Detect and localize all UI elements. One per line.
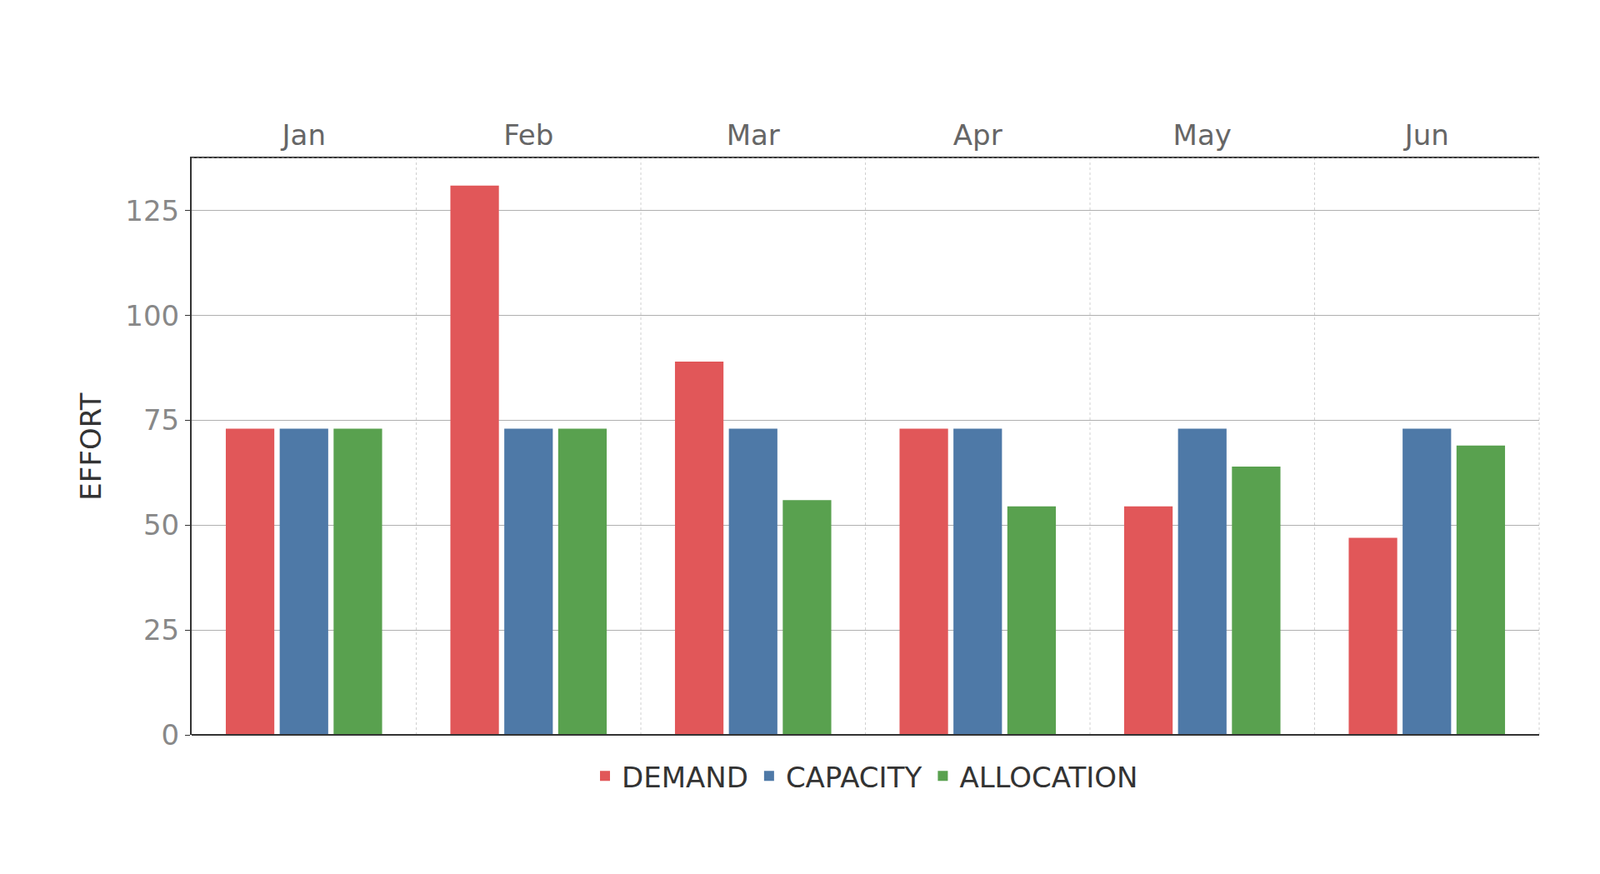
- svg-text:Mar: Mar: [726, 118, 780, 152]
- svg-text:50: 50: [143, 508, 180, 542]
- svg-text:100: 100: [125, 299, 180, 333]
- svg-text:75: 75: [143, 403, 180, 437]
- svg-text:May: May: [1173, 118, 1232, 152]
- svg-text:Feb: Feb: [503, 118, 554, 152]
- svg-text:Jan: Jan: [280, 118, 326, 152]
- svg-text:Apr: Apr: [953, 118, 1003, 152]
- svg-text:ALLOCATION: ALLOCATION: [959, 760, 1138, 795]
- svg-text:Jun: Jun: [1403, 118, 1450, 152]
- svg-text:EFFORT: EFFORT: [74, 392, 108, 501]
- svg-text:125: 125: [125, 194, 180, 228]
- svg-text:25: 25: [143, 613, 180, 647]
- svg-text:0: 0: [161, 718, 180, 752]
- svg-text:DEMAND: DEMAND: [621, 760, 749, 795]
- svg-text:CAPACITY: CAPACITY: [785, 760, 923, 795]
